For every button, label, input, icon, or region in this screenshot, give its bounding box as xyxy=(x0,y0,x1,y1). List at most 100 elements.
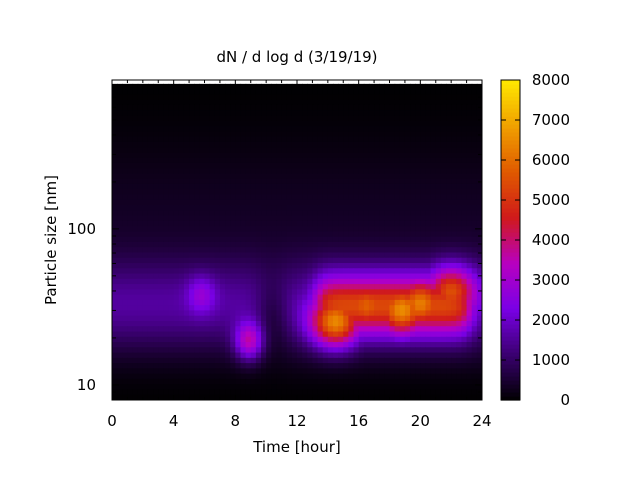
heatmap-cell xyxy=(153,126,159,132)
heatmap-cell xyxy=(261,394,267,400)
heatmap-cell xyxy=(343,178,349,185)
heatmap-cell xyxy=(322,104,329,111)
heatmap-cell xyxy=(456,231,463,238)
heatmap-cell xyxy=(332,120,339,127)
heatmap-cell xyxy=(204,331,211,338)
heatmap-cell xyxy=(384,168,391,175)
heatmap-cell xyxy=(399,252,406,259)
heatmap-cell xyxy=(384,89,391,96)
heatmap-cell xyxy=(332,94,339,101)
heatmap-cell xyxy=(471,347,478,354)
heatmap-cell xyxy=(425,231,432,238)
heatmap-cell xyxy=(250,305,257,312)
heatmap-cell xyxy=(415,289,421,296)
heatmap-cell xyxy=(440,189,447,196)
heatmap-cell xyxy=(368,273,375,280)
heatmap-cell xyxy=(255,147,262,153)
heatmap-cell xyxy=(122,357,129,364)
heatmap-cell xyxy=(394,104,401,111)
heatmap-cell xyxy=(476,310,482,317)
heatmap-cell xyxy=(281,199,288,206)
heatmap-cell xyxy=(302,178,308,185)
heatmap-cell xyxy=(317,194,324,201)
heatmap-cell xyxy=(302,294,308,301)
heatmap-cell xyxy=(261,215,267,222)
heatmap-cell xyxy=(476,331,482,338)
heatmap-cell xyxy=(240,131,247,138)
heatmap-cell xyxy=(338,305,344,312)
heatmap-cell xyxy=(430,226,437,232)
heatmap-cell xyxy=(240,394,247,400)
heatmap-cell xyxy=(158,299,164,306)
heatmap-cell xyxy=(235,178,242,185)
heatmap-cell xyxy=(420,99,427,106)
heatmap-cell xyxy=(338,320,344,327)
heatmap-cell xyxy=(117,384,123,391)
heatmap-cell xyxy=(214,236,221,243)
colorbar-segment xyxy=(501,100,520,105)
heatmap-cell xyxy=(189,257,195,264)
heatmap-cell xyxy=(348,126,355,132)
heatmap-cell xyxy=(476,384,482,391)
heatmap-cell xyxy=(456,268,463,275)
heatmap-cell xyxy=(255,104,262,111)
heatmap-cell xyxy=(466,394,473,400)
heatmap-cell xyxy=(137,199,144,206)
heatmap-cell xyxy=(358,205,365,211)
heatmap-cell xyxy=(379,384,385,391)
heatmap-cell xyxy=(122,352,129,359)
heatmap-cell xyxy=(322,284,329,290)
heatmap-cell xyxy=(307,336,314,343)
heatmap-cell xyxy=(379,289,385,296)
heatmap-cell xyxy=(250,241,257,248)
heatmap-cell xyxy=(374,115,380,122)
heatmap-cell xyxy=(163,99,170,106)
heatmap-cell xyxy=(230,342,236,348)
heatmap-cell xyxy=(178,205,185,211)
heatmap-cell xyxy=(322,273,329,280)
heatmap-cell xyxy=(112,89,118,96)
heatmap-cell xyxy=(394,305,401,312)
heatmap-cell xyxy=(476,257,482,264)
heatmap-cell xyxy=(271,263,278,269)
heatmap-cell xyxy=(317,189,324,196)
heatmap-cell xyxy=(338,315,344,322)
x-tick-label: 8 xyxy=(231,412,241,430)
heatmap-cell xyxy=(374,126,380,132)
heatmap-cell xyxy=(183,205,190,211)
heatmap-cell xyxy=(338,294,344,301)
heatmap-cell xyxy=(461,310,468,317)
heatmap-cell xyxy=(353,273,360,280)
heatmap-cell xyxy=(394,115,401,122)
heatmap-cell xyxy=(132,162,139,169)
heatmap-cell xyxy=(250,384,257,391)
colorbar-segment xyxy=(501,332,520,337)
heatmap-cell xyxy=(446,99,452,106)
heatmap-cell xyxy=(147,194,154,201)
heatmap-cell xyxy=(440,94,447,101)
heatmap-cell xyxy=(122,384,129,391)
heatmap-cell xyxy=(127,126,134,132)
heatmap-cell xyxy=(183,94,190,101)
heatmap-cell xyxy=(471,378,478,385)
heatmap-cell xyxy=(415,368,421,375)
heatmap-cell xyxy=(276,157,283,164)
heatmap-cell xyxy=(332,263,339,269)
heatmap-cell xyxy=(399,384,406,391)
heatmap-cell xyxy=(317,315,324,322)
heatmap-cell xyxy=(446,141,452,148)
heatmap-cell xyxy=(194,289,200,296)
heatmap-cell xyxy=(266,378,272,385)
heatmap-cell xyxy=(461,215,468,222)
heatmap-cell xyxy=(225,342,231,348)
heatmap-cell xyxy=(142,147,149,153)
heatmap-cell xyxy=(250,299,257,306)
heatmap-cell xyxy=(158,289,164,296)
heatmap-cell xyxy=(327,147,334,153)
heatmap-cell xyxy=(225,120,231,127)
heatmap-cell xyxy=(466,294,473,301)
heatmap-cell xyxy=(384,141,391,148)
heatmap-cell xyxy=(163,126,170,132)
colorbar-segment xyxy=(501,140,520,145)
heatmap-cell xyxy=(358,326,365,333)
